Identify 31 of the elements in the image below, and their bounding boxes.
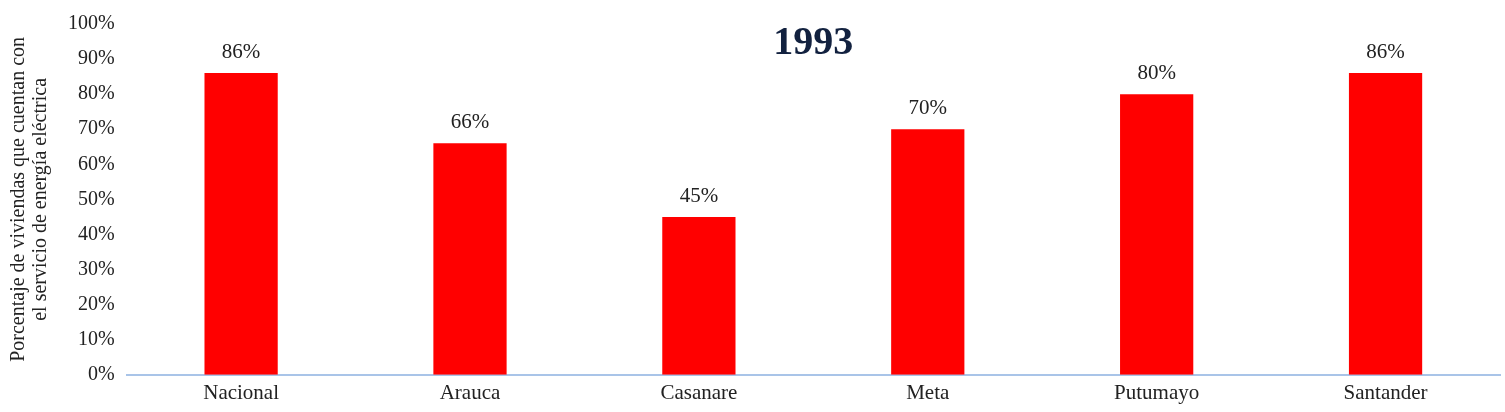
chart-title: 1993 [773,18,854,64]
data-label: 80% [1137,60,1176,85]
bar [1348,73,1423,375]
x-tick-label: Meta [906,379,951,404]
bar [662,216,736,375]
bar [891,129,965,375]
data-label: 70% [908,95,948,120]
data-label: 86% [1366,39,1405,64]
y-tick-label: 30% [77,256,115,279]
y-tick-label: 100% [67,11,115,34]
bar [1120,94,1194,375]
y-tick-label: 60% [77,151,115,174]
y-tick-label: 0% [87,362,115,385]
data-label: 66% [450,109,490,134]
x-tick-label: Putumayo [1114,379,1200,404]
x-tick-label: Nacional [203,379,280,404]
y-tick-label: 10% [77,326,115,349]
y-tick-label: 50% [77,186,115,209]
y-tick-label: 40% [77,221,115,244]
y-tick-label: 90% [77,46,115,69]
x-tick-label: Casanare [660,379,738,404]
x-tick-label: Arauca [439,379,501,404]
data-label: 45% [679,182,719,207]
y-tick-label: 70% [77,116,115,139]
y-tick-label: 20% [77,291,115,314]
bar [204,73,278,375]
data-label: 86% [221,39,261,64]
y-tick-label: 80% [77,81,115,104]
y-axis-title: Porcentaje de viviendas que cuentan con el servicio de energía eléctrica [6,36,52,362]
bar [433,143,507,375]
x-tick-label: Santander [1343,379,1428,404]
